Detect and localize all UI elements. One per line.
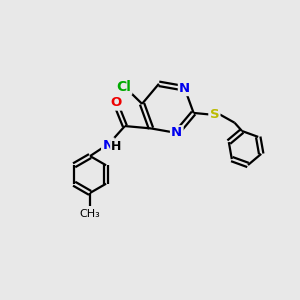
Text: CH₃: CH₃	[80, 209, 101, 219]
Text: Cl: Cl	[116, 80, 131, 94]
Text: O: O	[110, 96, 122, 110]
Text: N: N	[102, 139, 113, 152]
Text: S: S	[210, 108, 219, 121]
Text: N: N	[179, 82, 190, 95]
Text: N: N	[171, 127, 182, 140]
Text: H: H	[111, 140, 121, 153]
